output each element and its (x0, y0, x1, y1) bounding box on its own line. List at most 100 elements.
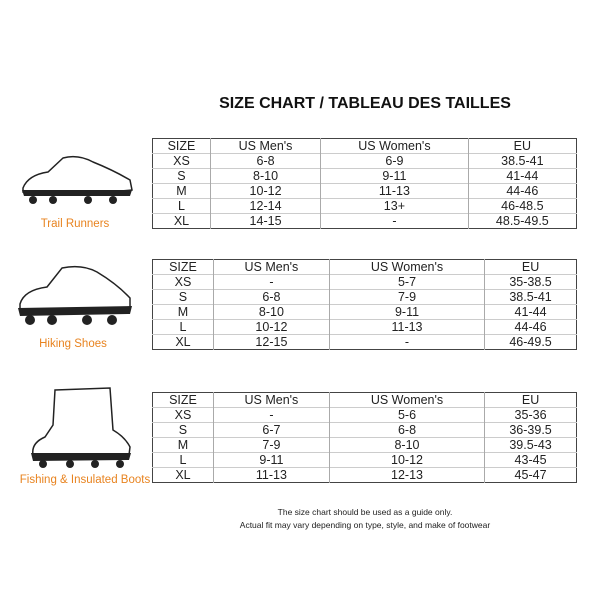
header-row: SIZE US Men's US Women's EU (153, 392, 577, 408)
table-cell: XL (152, 213, 211, 229)
section-label-fishing-boots: Fishing & Insulated Boots (19, 474, 151, 486)
header-cell: US Men's (212, 392, 330, 408)
trail-runner-icon (22, 155, 133, 204)
table-cell: 9-11 (320, 168, 469, 184)
table-row: L 9-11 10-12 43-45 (152, 452, 577, 468)
table-row: L 12-14 13+ 46-48.5 (152, 198, 577, 214)
header-cell: SIZE (169, 260, 197, 274)
header-cell: US Women's (328, 259, 485, 275)
table-cell: S (152, 168, 211, 184)
table-row: XL 12-15-46-49.5 (152, 334, 577, 350)
table-row: M 7-9 8-10 39.5-43 (152, 437, 577, 453)
table-cell: M (152, 437, 214, 453)
table-cell: 10-12 (328, 452, 485, 468)
header-cell: SIZE (169, 393, 197, 407)
hiking-shoe-icon (18, 265, 132, 325)
table-cell: 6-8 (212, 289, 330, 305)
section-label-trail-runners: Trail Runners (40, 218, 110, 230)
table-cell: 44-46 (484, 319, 577, 335)
insulated-boot-icon (31, 387, 131, 468)
table-cell: XL (152, 334, 214, 350)
table-cell: 5-6 (328, 407, 485, 423)
table-cell: 38.5-41 (467, 153, 577, 169)
table-cell: 35-36 (484, 407, 577, 423)
table-cell: 8-10 (212, 304, 330, 320)
header-cell: EU (484, 259, 577, 275)
header-cell: US Women's (320, 138, 469, 154)
table-row: XL 14-15-48.5-49.5 (152, 213, 577, 229)
size-table-hiking-shoes: SIZE US Men's US Women's EU XS -5-7 35-38.5 S 6-… (152, 259, 577, 350)
table-cell: 12-15 (212, 334, 330, 350)
table-cell: 11-13 (320, 183, 469, 199)
table-cell: 44-46 (467, 183, 577, 199)
table-cell: 11-13 (328, 319, 485, 335)
table-cell: 7-9 (212, 437, 330, 453)
table-cell: L (152, 452, 214, 468)
table-cell: 9-11 (328, 304, 485, 320)
table-cell: 36-39.5 (484, 422, 577, 438)
table-cell: 13+ (320, 198, 469, 214)
table-cell: 14-15 (209, 213, 321, 229)
table-cell: 6-8 (328, 422, 485, 438)
table-cell: L (152, 319, 214, 335)
table-cell: 5-7 (328, 274, 485, 290)
table-cell: - (328, 334, 485, 350)
table-cell: 35-38.5 (484, 274, 577, 290)
table-cell: 10-12 (209, 183, 321, 199)
table-cell: 11-13 (212, 467, 330, 483)
header-cell: SIZE (167, 139, 196, 153)
disclaimer-note: The size chart should be used as a guide… (150, 506, 580, 532)
header-cell: US Women's (328, 392, 485, 408)
table-cell: 41-44 (484, 304, 577, 320)
section-label-hiking-shoes: Hiking Shoes (39, 338, 107, 350)
table-cell: XS (152, 153, 211, 169)
size-table-fishing-boots: SIZE US Men's US Women's EU XS -5-6 35-36 S 6-7 6… (152, 392, 577, 483)
header-row: SIZE US Men's US Women's EU (153, 138, 577, 154)
table-cell: 12-14 (209, 198, 321, 214)
table-cell: L (152, 198, 211, 214)
table-row: S 6-8 7-9 38.5-41 (152, 289, 577, 305)
table-row: M 10-12 11-13 44-46 (152, 183, 577, 199)
table-cell: 8-10 (328, 437, 485, 453)
table-cell: 41-44 (467, 168, 577, 184)
table-cell: 46-49.5 (484, 334, 577, 350)
table-cell: 45-47 (484, 467, 577, 483)
page-title: SIZE CHART / TABLEAU DES TAILLES (219, 95, 511, 112)
table-cell: XL (152, 467, 214, 483)
table-cell: 7-9 (328, 289, 485, 305)
table-cell: 8-10 (209, 168, 321, 184)
table-cell: 46-48.5 (467, 198, 577, 214)
table-cell: 38.5-41 (484, 289, 577, 305)
table-cell: M (152, 183, 211, 199)
table-row: S 8-10 9-11 41-44 (152, 168, 577, 184)
table-cell: 10-12 (212, 319, 330, 335)
table-cell: - (212, 407, 330, 423)
table-cell: S (152, 422, 214, 438)
size-table-trail-runners: SIZE US Men's US Women's EU XS 6-8 6-9 38.5-41 S… (152, 138, 577, 229)
header-cell: US Men's (209, 138, 321, 154)
table-cell: XS (152, 274, 214, 290)
table-cell: 12-13 (328, 467, 485, 483)
header-cell: EU (484, 392, 577, 408)
table-cell: 6-7 (212, 422, 330, 438)
table-cell: - (320, 213, 469, 229)
note-line-2: Actual fit may vary depending on type, s… (239, 520, 491, 530)
table-row: XS -5-6 35-36 (152, 407, 577, 423)
table-cell: XS (152, 407, 214, 423)
table-row: L 10-12 11-13 44-46 (152, 319, 577, 335)
header-cell: EU (467, 138, 577, 154)
table-cell: 43-45 (484, 452, 577, 468)
table-cell: 6-8 (209, 153, 321, 169)
table-row: XL 11-13 12-13 45-47 (152, 467, 577, 483)
table-cell: S (152, 289, 214, 305)
table-cell: M (152, 304, 214, 320)
table-row: S 6-7 6-8 36-39.5 (152, 422, 577, 438)
table-row: M 8-10 9-11 41-44 (152, 304, 577, 320)
header-row: SIZE US Men's US Women's EU (153, 259, 577, 275)
table-cell: 48.5-49.5 (467, 213, 577, 229)
table-row: XS -5-7 35-38.5 (152, 274, 577, 290)
table-cell: - (212, 274, 330, 290)
table-row: XS 6-8 6-9 38.5-41 (152, 153, 577, 169)
table-cell: 9-11 (212, 452, 330, 468)
note-line-1: The size chart should be used as a guide… (277, 507, 453, 517)
